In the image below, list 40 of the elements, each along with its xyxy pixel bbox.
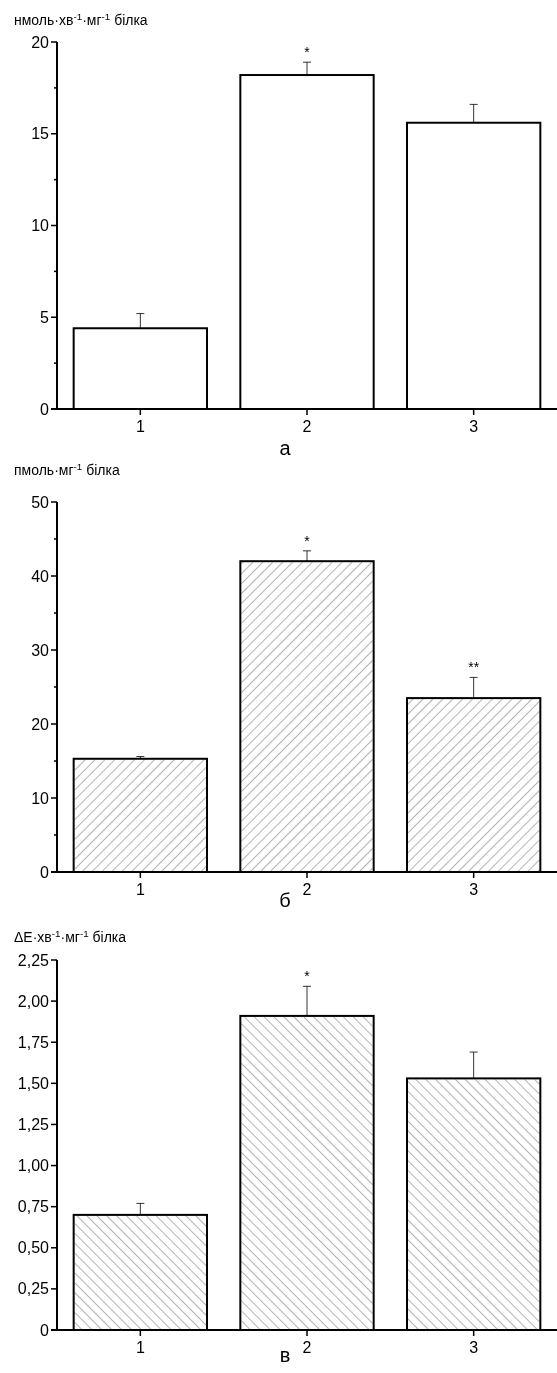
y-tick-label: 20 [31,715,50,733]
y-tick-label: 2,25 [17,951,50,969]
y-tick-label: 30 [31,641,50,659]
x-tick-label: 3 [469,418,479,435]
x-axis-title: б [279,889,291,911]
x-tick-label: 2 [302,1339,312,1356]
y-tick-label: 40 [31,567,50,585]
y-tick-label: 2,00 [17,992,50,1010]
y-tick-label: 1,75 [17,1033,50,1051]
x-tick-label: 2 [302,881,312,898]
x-tick-label: 1 [135,1339,145,1356]
y-tick-label: 5 [40,308,50,326]
y-tick-label: 0,75 [17,1198,50,1216]
x-tick-label: 2 [302,418,312,435]
annotation: * [304,532,311,549]
x-tick-label: 3 [469,1339,479,1356]
x-axis-title: в [279,1344,291,1366]
annotation: ** [468,659,480,676]
y-tick-label: 0 [40,863,50,881]
y-tick-label: 0 [40,400,50,418]
y-tick-label: 10 [31,217,50,235]
y-tick-label: 1,25 [17,1116,50,1134]
y-tick-label: 15 [31,125,50,143]
y-tick-label: 50 [31,493,50,511]
y-axis-title: нмоль·хв$^{-1}$·мг$^{-1}$ білка [14,10,148,28]
x-tick-label: 1 [135,418,145,435]
x-tick-label: 1 [135,881,145,898]
y-tick-label: 0 [40,1321,50,1339]
y-tick-label: 1,00 [17,1157,50,1175]
annotation: * [304,44,311,61]
annotation: * [304,968,311,985]
y-tick-label: 10 [31,789,50,807]
y-axis-title: пмоль·мг$^{-1}$ білка [14,460,120,478]
y-tick-label: 0,25 [17,1280,50,1298]
x-axis-title: а [279,437,292,459]
y-tick-label: 1,50 [17,1074,50,1092]
y-axis-title: ΔE·хв$^{-1}$·мг$^{-1}$ білка [14,927,127,945]
x-tick-label: 3 [469,881,479,898]
y-tick-label: 0,50 [17,1239,50,1257]
y-tick-label: 20 [31,33,50,51]
